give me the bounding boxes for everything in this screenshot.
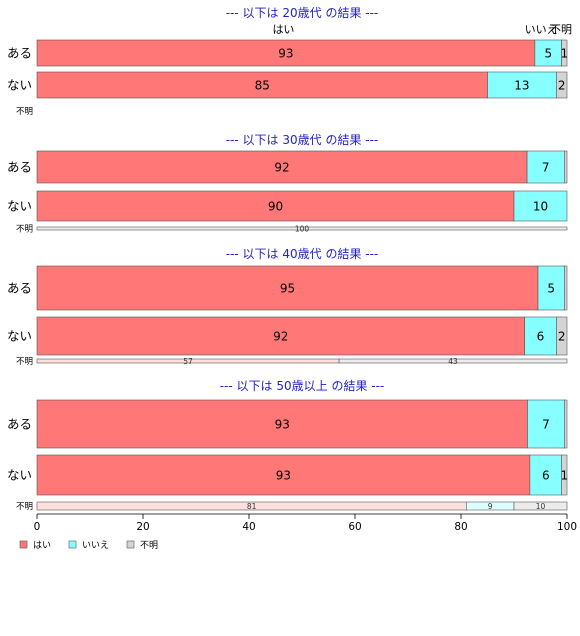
legend-swatch [68, 540, 77, 549]
data-label: 100 [295, 224, 310, 233]
data-label: 93 [275, 418, 290, 432]
legend-label: 不明 [140, 540, 158, 551]
row-label: ない [7, 199, 32, 214]
panel-title: --- 以下は 20歳代 の結果 --- [226, 6, 379, 20]
bar-segment [36, 316, 525, 356]
data-label: 9 [488, 502, 493, 511]
panel-title: --- 以下は 50歳以上 の結果 --- [220, 379, 385, 393]
bar-segment [527, 399, 565, 449]
bar-segment [561, 454, 568, 496]
data-label: 7 [542, 418, 550, 432]
panel-title: --- 以下は 40歳代 の結果 --- [226, 247, 379, 261]
data-label: 43 [448, 357, 458, 366]
row-label: 不明 [16, 357, 33, 367]
column-header-yes: はい [272, 23, 294, 36]
row-label: ない [7, 329, 32, 344]
data-label: 92 [274, 161, 289, 175]
x-tick-label: 60 [348, 521, 361, 533]
data-label: 5 [544, 47, 552, 61]
column-header-no: いいえ [525, 23, 558, 36]
legend-label: いいえ [82, 540, 109, 551]
row-label: ない [7, 468, 32, 483]
bar-segment [529, 454, 563, 496]
data-label: 1 [561, 469, 569, 483]
data-label: 93 [276, 469, 291, 483]
data-label: 57 [183, 357, 193, 366]
data-label: 7 [542, 161, 550, 175]
row-label: ある [7, 281, 32, 296]
bar-segment [36, 399, 528, 449]
bar-segment [338, 358, 568, 364]
data-label: 93 [278, 47, 293, 61]
data-label: 85 [255, 79, 270, 93]
data-label: 10 [536, 502, 546, 511]
data-label: 92 [273, 330, 288, 344]
row-label: 不明 [16, 225, 33, 235]
data-label: 10 [533, 200, 548, 214]
row-label: ある [7, 160, 32, 175]
row-label: ある [7, 46, 32, 61]
bar-segment [556, 316, 568, 356]
bar-segment [556, 71, 568, 99]
x-tick-label: 20 [136, 521, 149, 533]
bar-segment [526, 150, 565, 184]
legend-swatch [19, 540, 28, 549]
row-label: 不明 [16, 502, 33, 512]
bar-segment [534, 39, 562, 67]
panel-title: --- 以下は 30歳代 の結果 --- [226, 133, 379, 147]
data-label: 90 [268, 200, 283, 214]
row-label: ある [7, 417, 32, 432]
row-label: ない [7, 78, 32, 93]
bar-segment [36, 454, 531, 496]
legend-swatch [126, 540, 135, 549]
bar-segment [36, 71, 488, 99]
data-label: 5 [547, 282, 555, 296]
bar-segment [537, 265, 565, 311]
data-label: 81 [247, 502, 257, 511]
data-label: 1 [561, 47, 569, 61]
legend-label: はい [33, 540, 51, 551]
bar-segment [561, 39, 568, 67]
bar-segment [564, 265, 568, 311]
data-label: 95 [280, 282, 295, 296]
bar-segment [36, 150, 528, 184]
x-tick-label: 80 [454, 521, 467, 533]
bar-segment [564, 150, 568, 184]
data-label: 6 [542, 469, 550, 483]
data-label: 2 [558, 79, 566, 93]
x-tick-label: 100 [557, 521, 577, 533]
bar-segment [564, 399, 568, 449]
data-label: 13 [514, 79, 529, 93]
x-tick-label: 40 [242, 521, 255, 533]
bar-segment [36, 190, 515, 222]
bar-segment [513, 501, 568, 511]
data-label: 2 [558, 330, 566, 344]
bar-segment [487, 71, 557, 99]
row-label: 不明 [16, 107, 33, 117]
bar-segment [36, 226, 568, 231]
bar-segment [513, 190, 568, 222]
x-tick-label: 0 [34, 521, 41, 533]
bar-segment [524, 316, 557, 356]
data-label: 6 [537, 330, 545, 344]
column-header-unknown: 不明 [550, 23, 572, 36]
